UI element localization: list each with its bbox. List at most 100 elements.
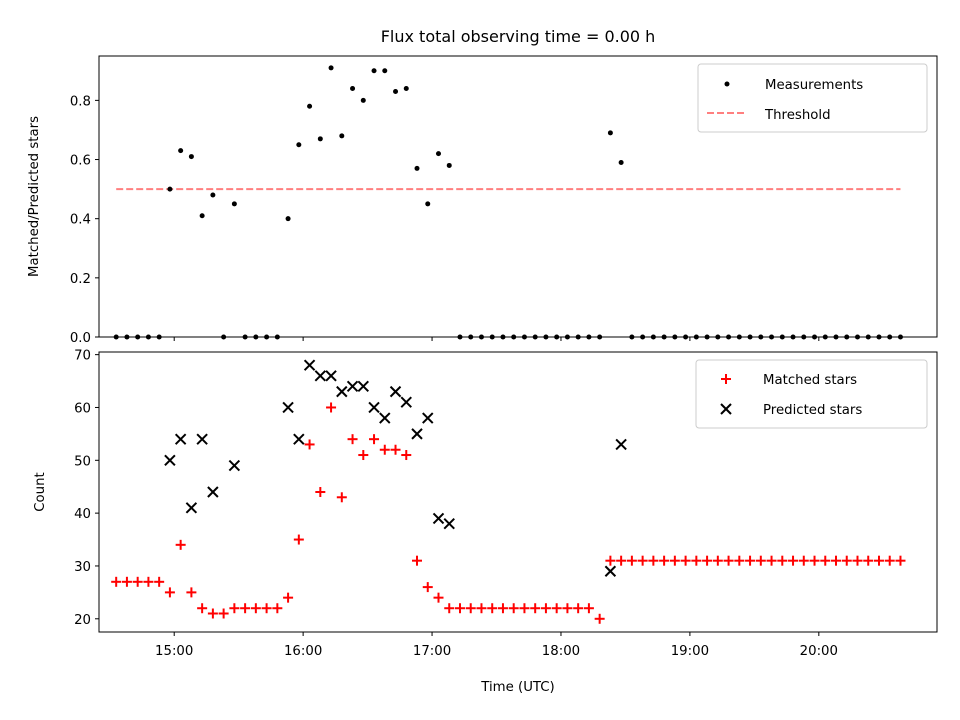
cross-stroke-b — [207, 486, 219, 498]
cross-stroke-b — [400, 396, 412, 408]
top-axes-frame — [98, 55, 938, 338]
measurement-point — [414, 165, 420, 171]
matched-star-point — [766, 555, 777, 566]
bottom-chart: 20 30 40 50 60 70 15:00 16:00 17:00 18:00 19:00 20… — [33, 349, 938, 695]
predicted-star-point — [432, 512, 445, 525]
y-tick-label: 50 — [74, 454, 91, 469]
matched-star-point — [121, 576, 132, 587]
predicted-star-point — [303, 359, 316, 371]
matched-star-point — [691, 555, 702, 566]
matched-star-point — [755, 555, 766, 566]
matched-star-point — [616, 555, 627, 566]
matched-star-point — [207, 608, 218, 619]
bottom-y-axis-label: Count — [33, 472, 48, 512]
matched-star-point — [197, 603, 208, 614]
matched-star-point — [175, 539, 186, 550]
y-tick-label: 30 — [74, 560, 91, 575]
matched-star-point — [562, 603, 573, 614]
measurement-point — [435, 151, 441, 157]
matched-star-point — [229, 603, 240, 614]
matched-star-point — [218, 608, 229, 619]
matched-star-point — [422, 582, 433, 593]
matched-star-point — [390, 444, 401, 455]
y-tick-label: 0.6 — [70, 154, 91, 169]
chart-title: Flux total observing time = 0.00 h — [381, 27, 656, 46]
matched-star-point — [594, 613, 605, 624]
y-tick-label: 20 — [74, 613, 91, 628]
predicted-star-point — [368, 401, 380, 414]
measurement-point — [199, 213, 205, 219]
matched-star-point — [261, 603, 272, 614]
matched-star-point — [272, 603, 283, 614]
legend-marker-matched-stars — [721, 374, 731, 384]
legend-cross — [720, 403, 732, 415]
predicted-star-point — [174, 433, 187, 445]
measurement-point — [296, 142, 302, 148]
y-tick-label: 0.8 — [70, 94, 91, 109]
matched-star-point — [444, 603, 455, 614]
bottom-marks — [111, 359, 906, 624]
matched-star-point — [358, 450, 369, 461]
matched-star-point — [659, 555, 670, 566]
legend-label-matched-stars: Matched stars — [763, 373, 857, 388]
measurement-point — [607, 130, 613, 136]
y-tick-label: 70 — [74, 349, 91, 364]
bottom-legend-box — [695, 359, 928, 429]
cross-stroke-b — [196, 433, 208, 445]
cross-stroke-b — [325, 370, 337, 382]
matched-star-point — [336, 492, 347, 503]
y-tick-label: 60 — [74, 401, 91, 416]
cross-stroke-b — [368, 401, 380, 414]
matched-star-point — [540, 603, 551, 614]
predicted-star-point — [207, 486, 219, 498]
measurement-point — [393, 88, 399, 94]
matched-star-point — [369, 434, 380, 445]
predicted-star-point — [164, 454, 176, 467]
matched-star-point — [777, 555, 788, 566]
legend-plus — [721, 374, 731, 384]
x-tick-label: 17:00 — [413, 644, 451, 659]
matched-star-point — [841, 555, 852, 566]
matched-star-point — [551, 603, 562, 614]
matched-star-point — [250, 603, 261, 614]
matched-star-point — [154, 576, 165, 587]
measurement-point — [339, 133, 345, 139]
measurement-point — [382, 68, 388, 74]
matched-star-point — [111, 576, 122, 587]
matched-star-point — [873, 555, 884, 566]
predicted-star-point — [422, 412, 434, 424]
predicted-star-point — [443, 517, 455, 530]
predicted-star-point — [185, 502, 198, 514]
measurement-point — [350, 86, 356, 92]
matched-star-point — [304, 439, 315, 450]
measurement-point — [328, 65, 334, 71]
x-tick-label: 18:00 — [542, 644, 580, 659]
matched-star-point — [465, 603, 476, 614]
x-tick-label: 19:00 — [671, 644, 709, 659]
matched-star-point — [401, 450, 412, 461]
predicted-star-point — [604, 565, 617, 577]
predicted-star-point — [293, 433, 305, 445]
bottom-y-ticks: 20 30 40 50 60 70 — [74, 349, 99, 628]
cross-stroke-b — [443, 517, 455, 530]
y-tick-label: 0.0 — [70, 331, 91, 346]
matched-star-point — [164, 587, 175, 598]
matched-star-point — [412, 555, 423, 566]
matched-star-point — [788, 555, 799, 566]
matched-star-point — [583, 603, 594, 614]
cross-stroke-b — [282, 401, 294, 414]
matched-star-point — [702, 555, 713, 566]
matched-star-point — [669, 555, 680, 566]
measurement-point — [210, 192, 216, 198]
matched-star-point — [863, 555, 874, 566]
predicted-star-point — [228, 459, 241, 472]
x-tick-label: 20:00 — [800, 644, 838, 659]
matched-star-point — [605, 555, 616, 566]
top-y-axis-label: Matched/Predicted stars — [27, 116, 42, 277]
matched-star-point — [884, 555, 895, 566]
measurement-point — [403, 86, 409, 92]
cross-stroke-b — [185, 502, 198, 514]
predicted-star-point — [314, 370, 327, 382]
top-legend: Measurements Threshold — [697, 63, 928, 133]
